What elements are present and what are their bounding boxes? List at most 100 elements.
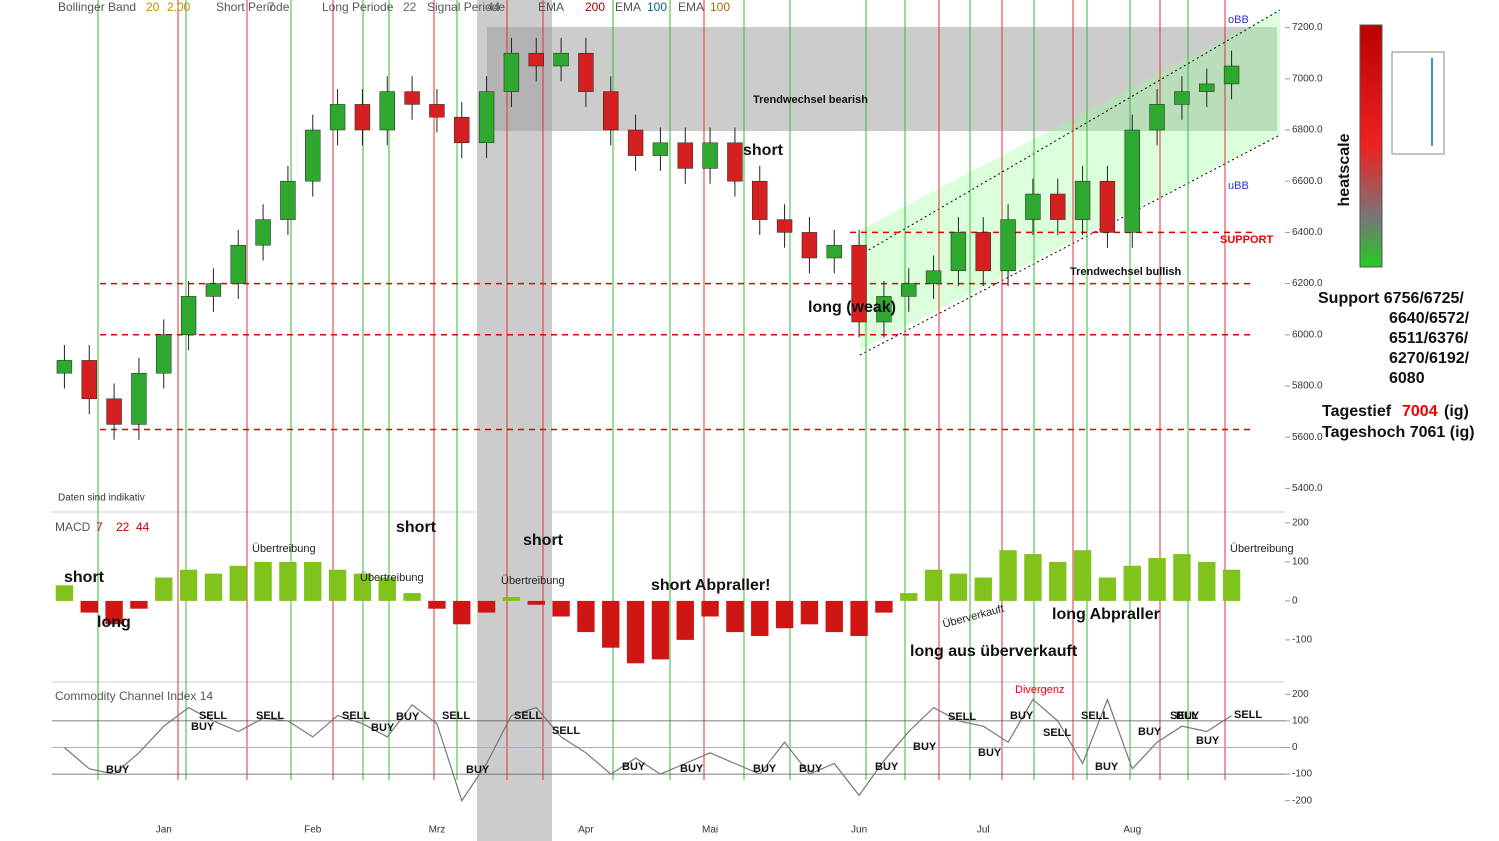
signal-label: BUY: [799, 763, 823, 775]
candle-body: [280, 180, 296, 220]
x-tick-label: Mai: [702, 825, 718, 836]
candle-body: [528, 52, 544, 67]
candle-body: [1199, 83, 1215, 92]
candle-body: [1223, 65, 1240, 85]
annotation: short: [743, 142, 784, 159]
annotation: Trendwechsel bullish: [1070, 266, 1182, 278]
macd-bar: [502, 597, 521, 601]
tagestief-value: 7004: [1402, 403, 1438, 420]
annotation: Divergenz: [1015, 684, 1065, 696]
signal-label: SELL: [552, 725, 580, 737]
y-tick-label: -200: [1292, 795, 1312, 806]
macd-bar: [1073, 550, 1092, 601]
candle-body: [826, 244, 842, 259]
panel-param: 7: [96, 520, 103, 534]
macd-bar: [80, 600, 98, 613]
y-tick-label: 5400.0: [1292, 483, 1323, 494]
y-tick-label: 0: [1292, 742, 1298, 753]
x-tick-label: Jun: [851, 825, 867, 836]
candle-body: [81, 360, 97, 400]
panel-title: Commodity Channel Index 14: [55, 689, 213, 703]
macd-bar: [676, 600, 694, 640]
panel-param: 22: [116, 520, 130, 534]
legend-text: 100: [710, 0, 730, 14]
x-tick-label: Jan: [156, 825, 172, 836]
candle-body: [702, 142, 718, 169]
y-tick-label: 100: [1292, 557, 1309, 568]
macd-bar: [701, 600, 719, 617]
y-tick-label: 200: [1292, 689, 1309, 700]
candle-body: [1099, 180, 1116, 233]
annotation: Trendwechsel bearish: [753, 94, 868, 106]
macd-bar: [850, 600, 868, 636]
signal-label: BUY: [191, 721, 215, 733]
macd-bar: [552, 600, 570, 617]
annotation: oBB: [1228, 14, 1249, 26]
support-text: Support 6756/6725/: [1318, 290, 1464, 307]
y-tick-label: 6800.0: [1292, 125, 1323, 136]
candle-body: [255, 219, 271, 246]
candle-body: [578, 52, 594, 92]
candle-body: [379, 91, 395, 131]
signal-label: BUY: [371, 722, 395, 734]
annotation: short: [523, 532, 564, 549]
signal-label: BUY: [466, 764, 490, 776]
candle-body: [56, 360, 73, 374]
candle-body: [131, 372, 147, 425]
macd-bar: [279, 561, 297, 601]
macd-bar: [328, 569, 347, 601]
signal-label: SELL: [514, 710, 542, 722]
candle-body: [901, 283, 917, 297]
candle-body: [503, 52, 520, 92]
x-tick-label: Aug: [1123, 825, 1141, 836]
legend-text: 7: [268, 0, 275, 14]
annotation: Übertreibung: [360, 572, 424, 584]
signal-label: BUY: [680, 763, 704, 775]
macd-bar: [353, 573, 372, 601]
macd-bar: [155, 577, 173, 601]
macd-bar: [403, 593, 421, 601]
legend-text: 44: [487, 0, 501, 14]
candle-body: [801, 232, 818, 259]
y-tick-label: -100: [1292, 635, 1312, 646]
legend-text: EMA: [615, 0, 641, 14]
macd-bar: [651, 600, 670, 660]
candle-body: [1000, 219, 1016, 272]
annotation: short: [64, 569, 105, 586]
legend-text: EMA: [538, 0, 564, 14]
macd-bar: [105, 600, 123, 625]
macd-bar: [1198, 561, 1216, 601]
signal-label: BUY: [913, 741, 937, 753]
macd-bar: [875, 600, 893, 613]
legend-text: 200: [585, 0, 605, 14]
annotation: long aus überverkauft: [910, 643, 1078, 660]
legend-text: Short Periode: [216, 0, 290, 14]
candle-body: [876, 296, 892, 323]
legend-text: 2.00: [167, 0, 191, 14]
tagestief-unit: (ig): [1444, 403, 1469, 420]
channel-line: [859, 9, 1281, 256]
macd-bar: [949, 573, 968, 601]
macd-bar: [1049, 561, 1067, 601]
candle-body: [950, 232, 967, 272]
x-tick-label: Apr: [578, 825, 594, 836]
signal-label: SELL: [948, 711, 976, 723]
candle-body: [677, 142, 693, 169]
panel-title: MACD: [55, 520, 91, 534]
y-tick-label: 6600.0: [1292, 176, 1323, 187]
annotation: Daten sind indikativ: [58, 493, 145, 504]
y-tick-label: 0: [1292, 596, 1298, 607]
signal-label: SELL: [342, 710, 370, 722]
range-box: [1391, 51, 1445, 155]
annotation: Übertreibung: [252, 543, 316, 555]
candle-body: [429, 104, 445, 118]
macd-bar: [55, 585, 74, 601]
signal-label: SELL: [1043, 727, 1071, 739]
candle-body: [975, 232, 991, 272]
macd-bar: [800, 600, 819, 625]
macd-bar: [304, 561, 322, 601]
candle-body: [230, 244, 246, 284]
cci-line: [64, 697, 1232, 803]
annotation: Übertreibung: [1230, 543, 1294, 555]
support-text: 6270/6192/: [1389, 350, 1470, 367]
